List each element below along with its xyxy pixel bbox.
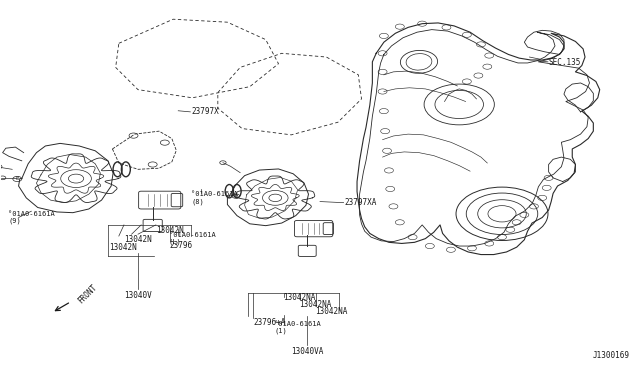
Text: 23796: 23796	[170, 241, 193, 250]
Text: 13040VA: 13040VA	[291, 347, 323, 356]
Text: °01A0-6161A
(9): °01A0-6161A (9)	[8, 211, 55, 224]
Text: FRONT: FRONT	[76, 283, 99, 305]
Text: 13040V: 13040V	[124, 291, 152, 299]
Text: B: B	[15, 176, 19, 182]
Text: 13042NA: 13042NA	[284, 294, 316, 302]
Text: 23796+A: 23796+A	[253, 318, 285, 327]
Text: J1300169: J1300169	[593, 351, 630, 360]
Text: 13042N: 13042N	[124, 235, 152, 244]
Text: 13042NA: 13042NA	[300, 300, 332, 309]
Text: 13042N: 13042N	[156, 226, 184, 235]
Text: 23797XA: 23797XA	[344, 198, 377, 207]
Text: 13042NA: 13042NA	[316, 307, 348, 316]
Text: °01A0-6161A
(L): °01A0-6161A (L)	[169, 232, 216, 246]
Text: 13042N: 13042N	[109, 243, 137, 251]
Text: SEC.135: SEC.135	[548, 58, 581, 67]
Text: °01A0-6161A
(1): °01A0-6161A (1)	[274, 321, 321, 334]
Text: 23797X: 23797X	[191, 108, 219, 116]
Text: °01A0-6161A
(8): °01A0-6161A (8)	[191, 191, 237, 205]
Text: B: B	[234, 193, 237, 199]
